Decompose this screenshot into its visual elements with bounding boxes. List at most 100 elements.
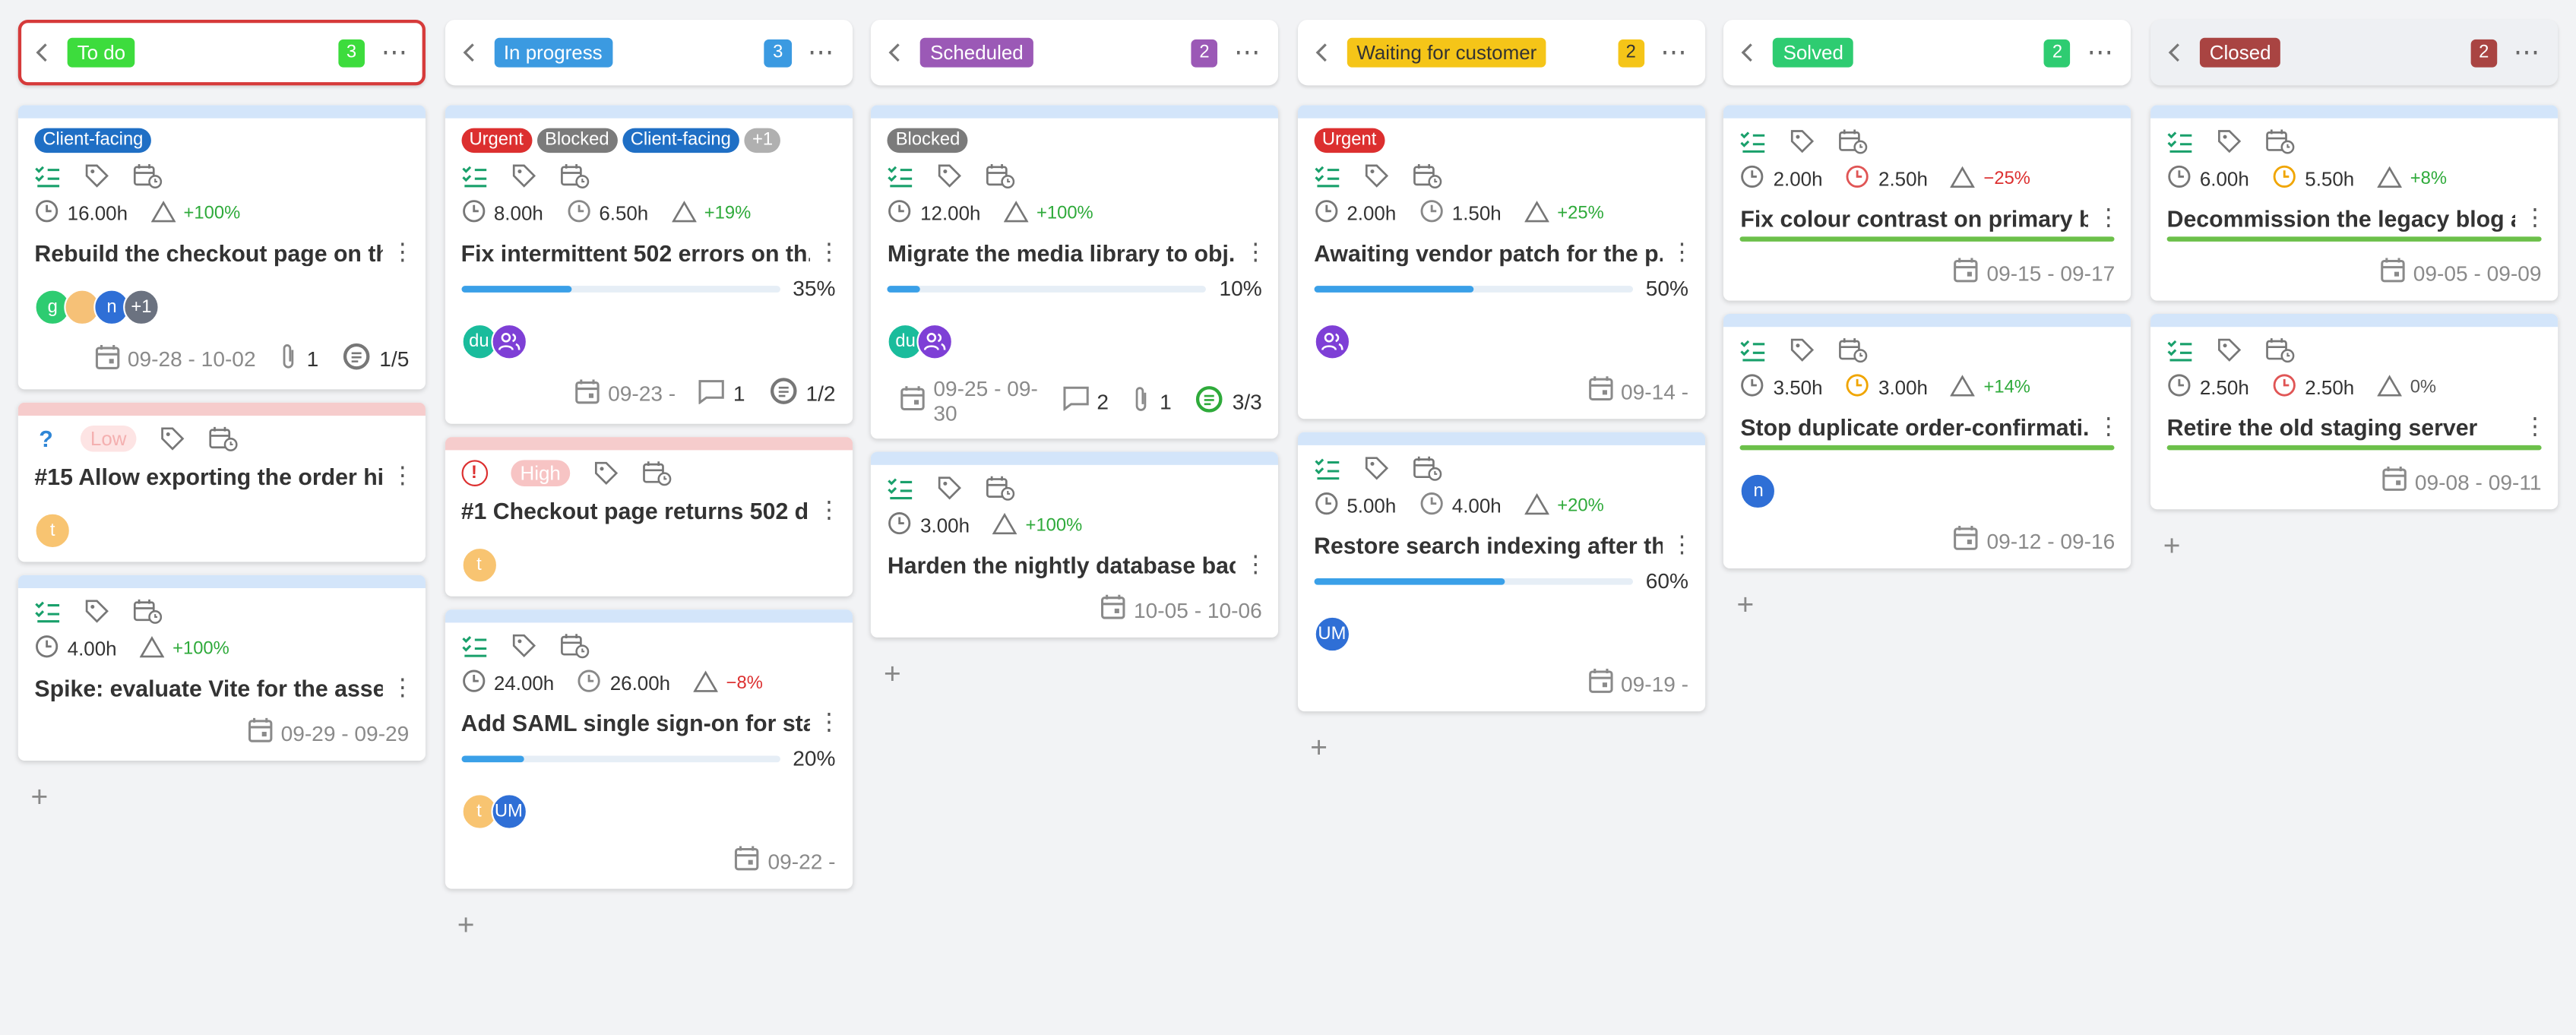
icon-part [560,634,589,659]
collapse-button[interactable] [1314,43,1331,62]
icon-part [1413,163,1441,188]
card-menu[interactable]: ⋮ [391,673,414,701]
icon-part [992,511,1018,534]
task-card[interactable]: Client-facing 16.00h +100% Rebuild the chec… [17,105,426,390]
tag-button[interactable] [937,163,964,189]
date-button[interactable] [1839,128,1869,155]
column-menu[interactable]: ⋯ [2087,36,2116,69]
column-menu[interactable]: ⋯ [1660,36,1688,69]
task-card[interactable]: ? Low #15 Allow exporting the order hi... ⋮… [17,402,426,562]
title-row: Fix intermittent 502 errors on th... ⋮ [461,238,840,266]
tag-button[interactable] [511,632,537,659]
collapse-button[interactable] [461,43,478,62]
date-button[interactable] [559,632,589,659]
column-menu[interactable]: ⋯ [808,36,836,69]
date-button[interactable] [986,475,1016,502]
date-button[interactable] [2265,337,2295,363]
date-button[interactable] [133,598,163,625]
card-menu[interactable]: ⋮ [391,462,414,490]
card-menu[interactable]: ⋮ [2097,413,2120,441]
tag-button[interactable] [1790,337,1816,363]
task-card[interactable]: 4.00h +100% Spike: evaluate Vite for the a… [17,574,426,761]
date-button[interactable] [1839,337,1869,363]
checklist-button[interactable] [1740,128,1767,155]
task-card[interactable]: ! High #1 Checkout page returns 502 d... ⋮ t [445,437,853,597]
task-card[interactable]: 3.50h 3.00h +14% Stop duplicate order-confi… [1723,313,2131,569]
collapse-button[interactable] [888,43,904,62]
card-menu[interactable]: ⋮ [818,496,840,524]
tag-button[interactable] [2216,128,2242,155]
add-card-button[interactable]: + [1304,731,1334,765]
tag-button[interactable] [84,598,110,625]
column-menu[interactable]: ⋯ [1234,36,1262,69]
task-card[interactable]: 24.00h 26.00h −8% Add SAML single sign-on f… [445,609,853,889]
checklist-button[interactable] [1314,163,1340,189]
date-button[interactable] [133,163,163,189]
card-menu[interactable]: ⋮ [2524,204,2546,232]
task-card[interactable]: Blocked 12.00h +100% Migrate the media libr… [871,105,1279,439]
tag-button[interactable] [84,163,110,189]
estimate: 6.00h [2167,164,2249,194]
icon-row [461,163,836,189]
tag-button[interactable] [1363,163,1390,189]
checklist-button[interactable] [1314,455,1340,482]
task-card[interactable]: 5.00h 4.00h +20% Restore search indexing af… [1297,432,1705,712]
checklist-button[interactable] [34,163,61,189]
tag-button[interactable] [511,163,537,189]
add-card-button[interactable]: + [451,909,481,943]
tag-button[interactable] [593,460,620,486]
add-card-button[interactable]: + [24,780,54,815]
card-menu[interactable]: ⋮ [391,238,414,266]
checklist-button[interactable] [888,163,914,189]
task-card[interactable]: 6.00h 5.50h +8% Decommission the legacy blo… [2150,105,2559,301]
checklist-button[interactable] [888,475,914,502]
tag-button[interactable] [1363,455,1390,482]
date-button[interactable] [986,163,1016,189]
tag-button[interactable] [2216,337,2242,363]
card-strip [871,451,1279,465]
avatar-row: t [34,512,409,549]
collapse-button[interactable] [2167,43,2184,62]
icon-part [517,169,521,174]
date-button[interactable] [1413,455,1442,482]
clock-icon [34,199,59,229]
collapse-button[interactable] [34,43,51,62]
card-menu[interactable]: ⋮ [818,238,840,266]
date-button[interactable] [2265,128,2295,155]
add-card-button[interactable]: + [2157,529,2187,563]
date-button[interactable] [1413,163,1442,189]
task-card[interactable]: Urgent 2.00h 1.50h +25% Awaiting vendor patc… [1297,105,1705,419]
task-card[interactable]: 2.00h 2.50h −25% Fix colour contrast on pri… [1723,105,2131,301]
checklist-button[interactable] [34,598,61,625]
card-title: #15 Allow exporting the order hi... [34,462,383,489]
checklist-button[interactable] [461,163,488,189]
collapse-button[interactable] [1740,43,1757,62]
card-menu[interactable]: ⋮ [2097,204,2120,232]
card-menu[interactable]: ⋮ [1670,530,1693,559]
add-card-button[interactable]: + [878,657,907,692]
tag-button[interactable] [160,426,186,452]
card-menu[interactable]: ⋮ [1670,238,1693,266]
card-menu[interactable]: ⋮ [1244,238,1267,266]
card-menu[interactable]: ⋮ [1244,550,1267,578]
icon-part [1524,200,1549,222]
card-strip [871,105,1279,119]
column-menu[interactable]: ⋯ [2514,36,2542,69]
checklist-button[interactable] [2167,128,2194,155]
tag-button[interactable] [1790,128,1816,155]
date-button[interactable] [643,460,672,486]
icon-row [2167,337,2542,363]
tag-button[interactable] [937,475,964,502]
date-button[interactable] [559,163,589,189]
date-button[interactable] [209,426,239,452]
task-card[interactable]: 2.50h 2.50h 0% Retire the old staging serve… [2150,313,2559,510]
checklist-button[interactable] [1740,337,1767,363]
task-card[interactable]: 3.00h +100% Harden the nightly database ba… [871,451,1279,638]
add-card-button[interactable]: + [1730,588,1760,622]
card-menu[interactable]: ⋮ [818,708,840,736]
card-menu[interactable]: ⋮ [2524,413,2546,441]
checklist-button[interactable] [2167,337,2194,363]
task-card[interactable]: Urgent Blocked Client-facing +1 8.00h 6.50h +1… [445,105,853,424]
column-menu[interactable]: ⋯ [381,36,410,69]
checklist-button[interactable] [461,632,488,659]
